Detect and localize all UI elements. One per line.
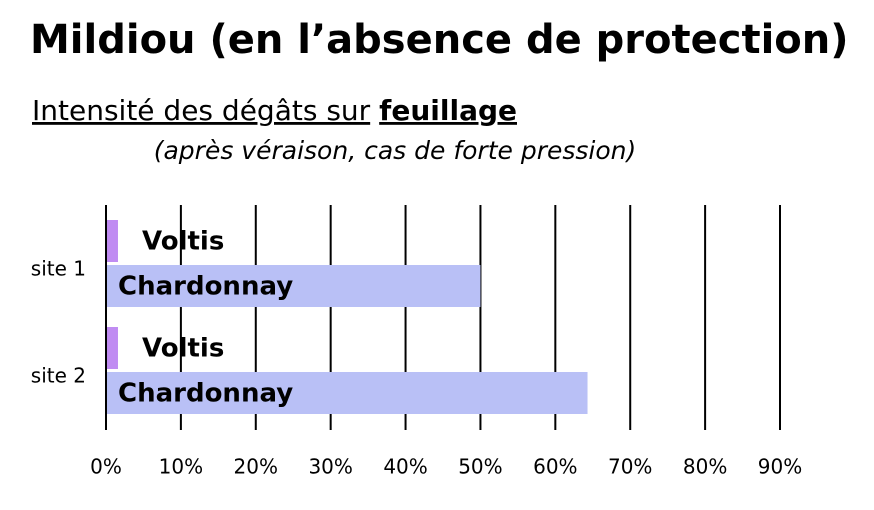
y-tick-label: site 1	[31, 257, 86, 281]
subtitle-text: Intensité des dégâts sur	[32, 94, 371, 127]
series-label: Voltis	[142, 334, 224, 364]
series-label: Chardonnay	[118, 272, 293, 302]
x-tick-label: 40%	[383, 455, 427, 479]
subtitle-emphasis: feuillage	[379, 94, 517, 127]
chart-title: Mildiou (en l’absence de protection)	[30, 17, 849, 63]
x-tick-label: 60%	[533, 455, 577, 479]
series-label: Chardonnay	[118, 379, 293, 409]
chart-subtitle: Intensité des dégâts sur feuillage	[32, 94, 517, 127]
x-tick-label: 20%	[234, 455, 278, 479]
bar	[106, 220, 118, 262]
bar	[106, 327, 118, 369]
bar	[106, 265, 481, 307]
chart-note: (après véraison, cas de forte pression)	[154, 136, 637, 165]
series-label: Voltis	[142, 227, 224, 257]
x-tick-label: 70%	[608, 455, 652, 479]
x-tick-label: 10%	[159, 455, 203, 479]
x-tick-label: 80%	[683, 455, 727, 479]
x-tick-label: 50%	[458, 455, 502, 479]
y-tick-label: site 2	[31, 364, 86, 388]
x-tick-label: 90%	[758, 455, 802, 479]
x-tick-label: 30%	[308, 455, 352, 479]
bar	[106, 372, 588, 414]
x-tick-label: 0%	[90, 455, 122, 479]
